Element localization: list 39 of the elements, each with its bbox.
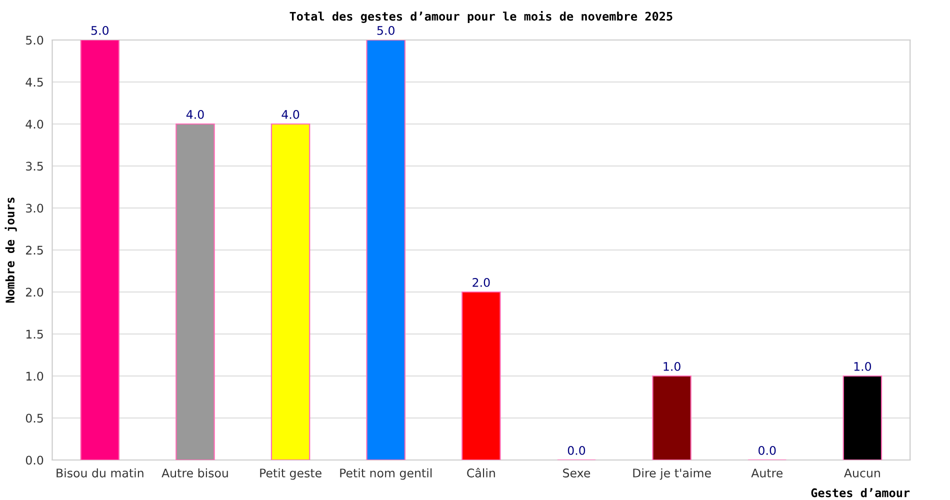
chart-title: Total des gestes d’amour pour le mois de novembre 2025 <box>290 10 672 24</box>
data-label: 0.0 <box>568 446 586 455</box>
x-axis-title: Gestes d’amour <box>811 488 910 498</box>
y-axis-title: Nombre de jours <box>4 198 17 303</box>
text: 3.5 <box>26 162 43 171</box>
x-tick-label: Câlin <box>467 468 495 478</box>
text: 2.5 <box>26 246 43 255</box>
data-label: 4.0 <box>282 110 300 119</box>
text: 5.0 <box>26 36 44 45</box>
text: 1.0 <box>26 372 44 381</box>
data-label: 5.0 <box>377 26 394 35</box>
data-label: 0.0 <box>758 446 776 455</box>
text: 1.5 <box>26 330 43 339</box>
bar <box>80 40 120 460</box>
bar <box>842 375 882 460</box>
x-tick-label: Petit geste <box>260 468 322 480</box>
x-tick-label: Sexe <box>563 468 590 478</box>
bar <box>366 40 406 460</box>
text: 0.5 <box>26 414 43 423</box>
text: 4.0 <box>26 120 44 129</box>
text: 4.5 <box>26 78 43 87</box>
text: 0.0 <box>26 456 44 465</box>
x-tick-label: Autre <box>751 468 783 478</box>
x-tick-label: Dire je t'aime <box>633 468 711 480</box>
bar <box>462 291 501 460</box>
bar <box>652 375 692 460</box>
text: 2.0 <box>26 288 44 297</box>
x-tick-label: Bisou du matin <box>56 468 144 478</box>
text: 3.0 <box>26 204 44 213</box>
bar <box>176 123 215 460</box>
data-label: 1.0 <box>664 362 680 371</box>
bar <box>270 123 310 460</box>
data-label: 5.0 <box>91 26 109 35</box>
x-tick-label: Autre bisou <box>162 468 228 478</box>
data-label: 4.0 <box>186 110 204 119</box>
data-label: 2.0 <box>472 278 490 287</box>
x-tick-label: Petit nom gentil <box>340 468 432 480</box>
x-tick-label: Aucun <box>844 468 880 478</box>
data-label: 1.0 <box>854 362 872 371</box>
